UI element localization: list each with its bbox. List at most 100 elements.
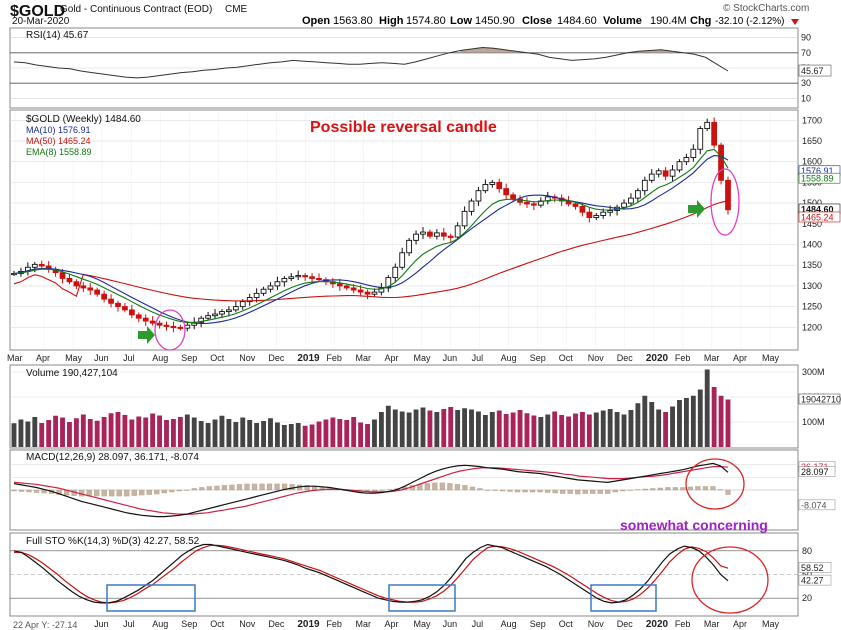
x-axis-label: Sep [530,353,546,363]
volume-bar [316,421,322,447]
candle-body [108,298,114,304]
macd-histogram-bar [687,486,693,491]
chg-value: -32.10 (-2.12%) [715,16,784,27]
x-axis-label: Jun [94,353,109,363]
volume-bar [545,414,551,447]
macd-histogram-bar [191,488,197,491]
price-panel [9,109,799,351]
candle-body [711,121,718,146]
sto-tick-label: 20 [802,593,812,603]
macd-histogram-bar [109,489,115,497]
x-axis-label-bottom: May [414,619,432,629]
volume-bar [212,419,218,447]
candle-body [524,201,530,205]
volume-bar [649,402,655,447]
volume-bar [25,421,31,447]
ema8-line [13,148,729,323]
candle-body [115,302,121,308]
macd-histogram-bar [560,489,566,494]
macd-histogram-bar [552,489,558,494]
x-axis-label-bottom: Oct [210,619,225,629]
macd-histogram-bar [650,488,656,491]
volume-bar [219,415,225,447]
x-axis-label: Dec [268,353,285,363]
x-axis-label: Nov [588,353,605,363]
reversal-highlight-circle [710,168,740,236]
x-axis-label: Jun [443,353,458,363]
volume-bar [288,424,294,447]
arrow-right-icon [138,326,155,344]
x-axis-label-bottom: Jun [443,619,458,629]
candle-body [510,194,516,200]
volume-bar [122,415,128,447]
candle-body [336,283,343,287]
x-axis-label-bottom: Feb [675,619,691,629]
volume-bar [614,412,620,447]
sto-k-line [13,543,729,604]
volume-bar [268,418,273,447]
reversal-annotation: Possible reversal candle [310,119,497,136]
candle-body [302,275,309,278]
sto-tick-label: 50 [802,570,812,580]
price-tick-label: 1300 [802,281,822,291]
volume-bar [11,423,17,447]
down-triangle-icon [791,19,799,25]
x-axis-label-bottom: Oct [559,619,574,629]
rsi-tick-label: 70 [801,48,811,58]
macd-histogram-bar [387,489,393,491]
volume-bar [718,395,724,447]
exchange: CME [225,4,248,15]
candle-body [503,188,510,196]
volume-bar [295,423,301,447]
macd-histogram-bar [612,489,618,493]
price-tick-label: 1600 [802,157,822,167]
sto-d-value: 58.52 [801,563,824,573]
x-axis-label-bottom: Mar [355,619,371,629]
x-axis-label-bottom: Dec [617,619,634,629]
x-axis-label-bottom: Apr [385,619,399,629]
candle-body [572,203,579,207]
volume-bar [87,419,93,447]
candle-body [669,169,676,177]
candle-body [697,128,704,150]
volume-bar [448,407,454,447]
candle-body [385,277,392,289]
candle-body [537,200,544,206]
candle-body [288,276,295,279]
macd-histogram-bar [710,486,716,491]
volume-bar [330,417,336,447]
price-tick-label: 1500 [802,198,822,208]
instrument-name: Gold - Continuous Contract (EOD) [60,4,212,15]
candle-body [253,292,260,298]
x-axis-label: Aug [152,353,168,363]
x-axis-label: Oct [210,353,225,363]
x-axis-label: Mar [7,353,23,363]
volume-bar [302,425,308,447]
macd-histogram-bar [131,489,137,496]
x-axis-label-bottom: Sep [530,619,546,629]
volume-bar [628,410,634,447]
candle-body [676,161,683,171]
macd-histogram-bar [124,489,130,497]
candle-body [156,322,163,326]
volume-bar [171,419,176,447]
x-axis-label-bottom: Jul [472,619,484,629]
x-axis-label: May [762,353,780,363]
macd-highlight-circle [685,458,745,510]
candle-body [489,181,496,185]
candle-body [496,181,503,190]
x-axis-label-bottom: 2019 [297,619,320,630]
price-value-flag: 1484.60 [801,204,834,214]
x-axis-label-bottom: Nov [239,619,256,629]
candle-body [184,324,191,329]
volume-bar [642,395,648,447]
volume-bar [538,417,544,447]
macd-histogram-bar [620,489,626,492]
price-value-flag: 1465.24 [801,212,834,222]
candle-body [440,232,447,237]
x-axis-label: May [414,353,432,363]
gridlines [10,37,798,599]
volume-bar [46,420,52,447]
rsi-tick-label: 90 [801,33,811,43]
